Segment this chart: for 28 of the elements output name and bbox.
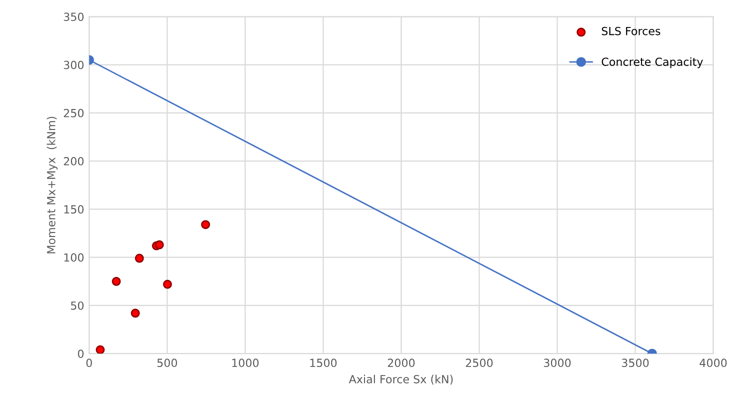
x-tick-label: 0 — [86, 358, 92, 368]
y-tick-label: 350 — [64, 12, 84, 22]
x-tick-label: 2000 — [388, 358, 415, 368]
x-tick-label: 2500 — [466, 358, 493, 368]
y-tick-label: 250 — [64, 108, 84, 118]
legend-label: SLS Forces — [602, 26, 660, 36]
point — [130, 308, 140, 318]
point — [162, 280, 172, 289]
x-tick-label: 500 — [157, 358, 178, 368]
x-axis-title: Axial Force Sx (kN) — [348, 374, 453, 385]
x-tick-label: 4000 — [700, 358, 727, 368]
x-tick-label: 3500 — [622, 358, 649, 368]
x-tick-label: 1000 — [232, 358, 259, 368]
y-tick-label: 200 — [64, 157, 84, 166]
y-tick-label: 150 — [64, 205, 84, 214]
x-tick-label: 1500 — [310, 358, 337, 368]
x-tick-label: 3000 — [544, 358, 571, 368]
y-axis-title: Moment Mx+Myx (kNm) — [46, 116, 58, 254]
y-tick-label: 300 — [64, 60, 84, 70]
y-tick-label: 50 — [71, 301, 84, 310]
point — [112, 276, 121, 286]
point — [201, 220, 210, 230]
point — [134, 254, 144, 263]
y-tick-label: 100 — [64, 253, 84, 262]
y-tick-label: 0 — [78, 350, 84, 358]
legend-label: Concrete Capacity — [602, 57, 703, 68]
point — [154, 240, 164, 250]
point — [96, 345, 105, 354]
